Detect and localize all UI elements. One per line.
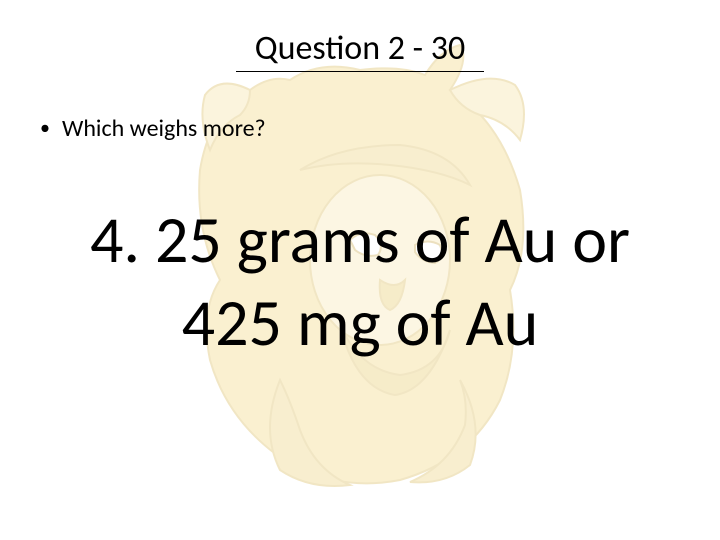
bullet-row: • Which weighs more? xyxy=(0,114,720,143)
answer-text: 4. 25 grams of Au or 425 mg of Au xyxy=(0,199,720,364)
answer-line-1: 4. 25 grams of Au or xyxy=(30,199,690,282)
bullet-marker: • xyxy=(40,114,50,142)
slide-content: Question 2 - 30 • Which weighs more? 4. … xyxy=(0,0,720,540)
answer-line-2: 425 mg of Au xyxy=(30,282,690,365)
bullet-text: Which weighs more? xyxy=(62,114,266,143)
slide-title: Question 2 - 30 xyxy=(0,0,720,69)
title-underline xyxy=(236,71,484,72)
